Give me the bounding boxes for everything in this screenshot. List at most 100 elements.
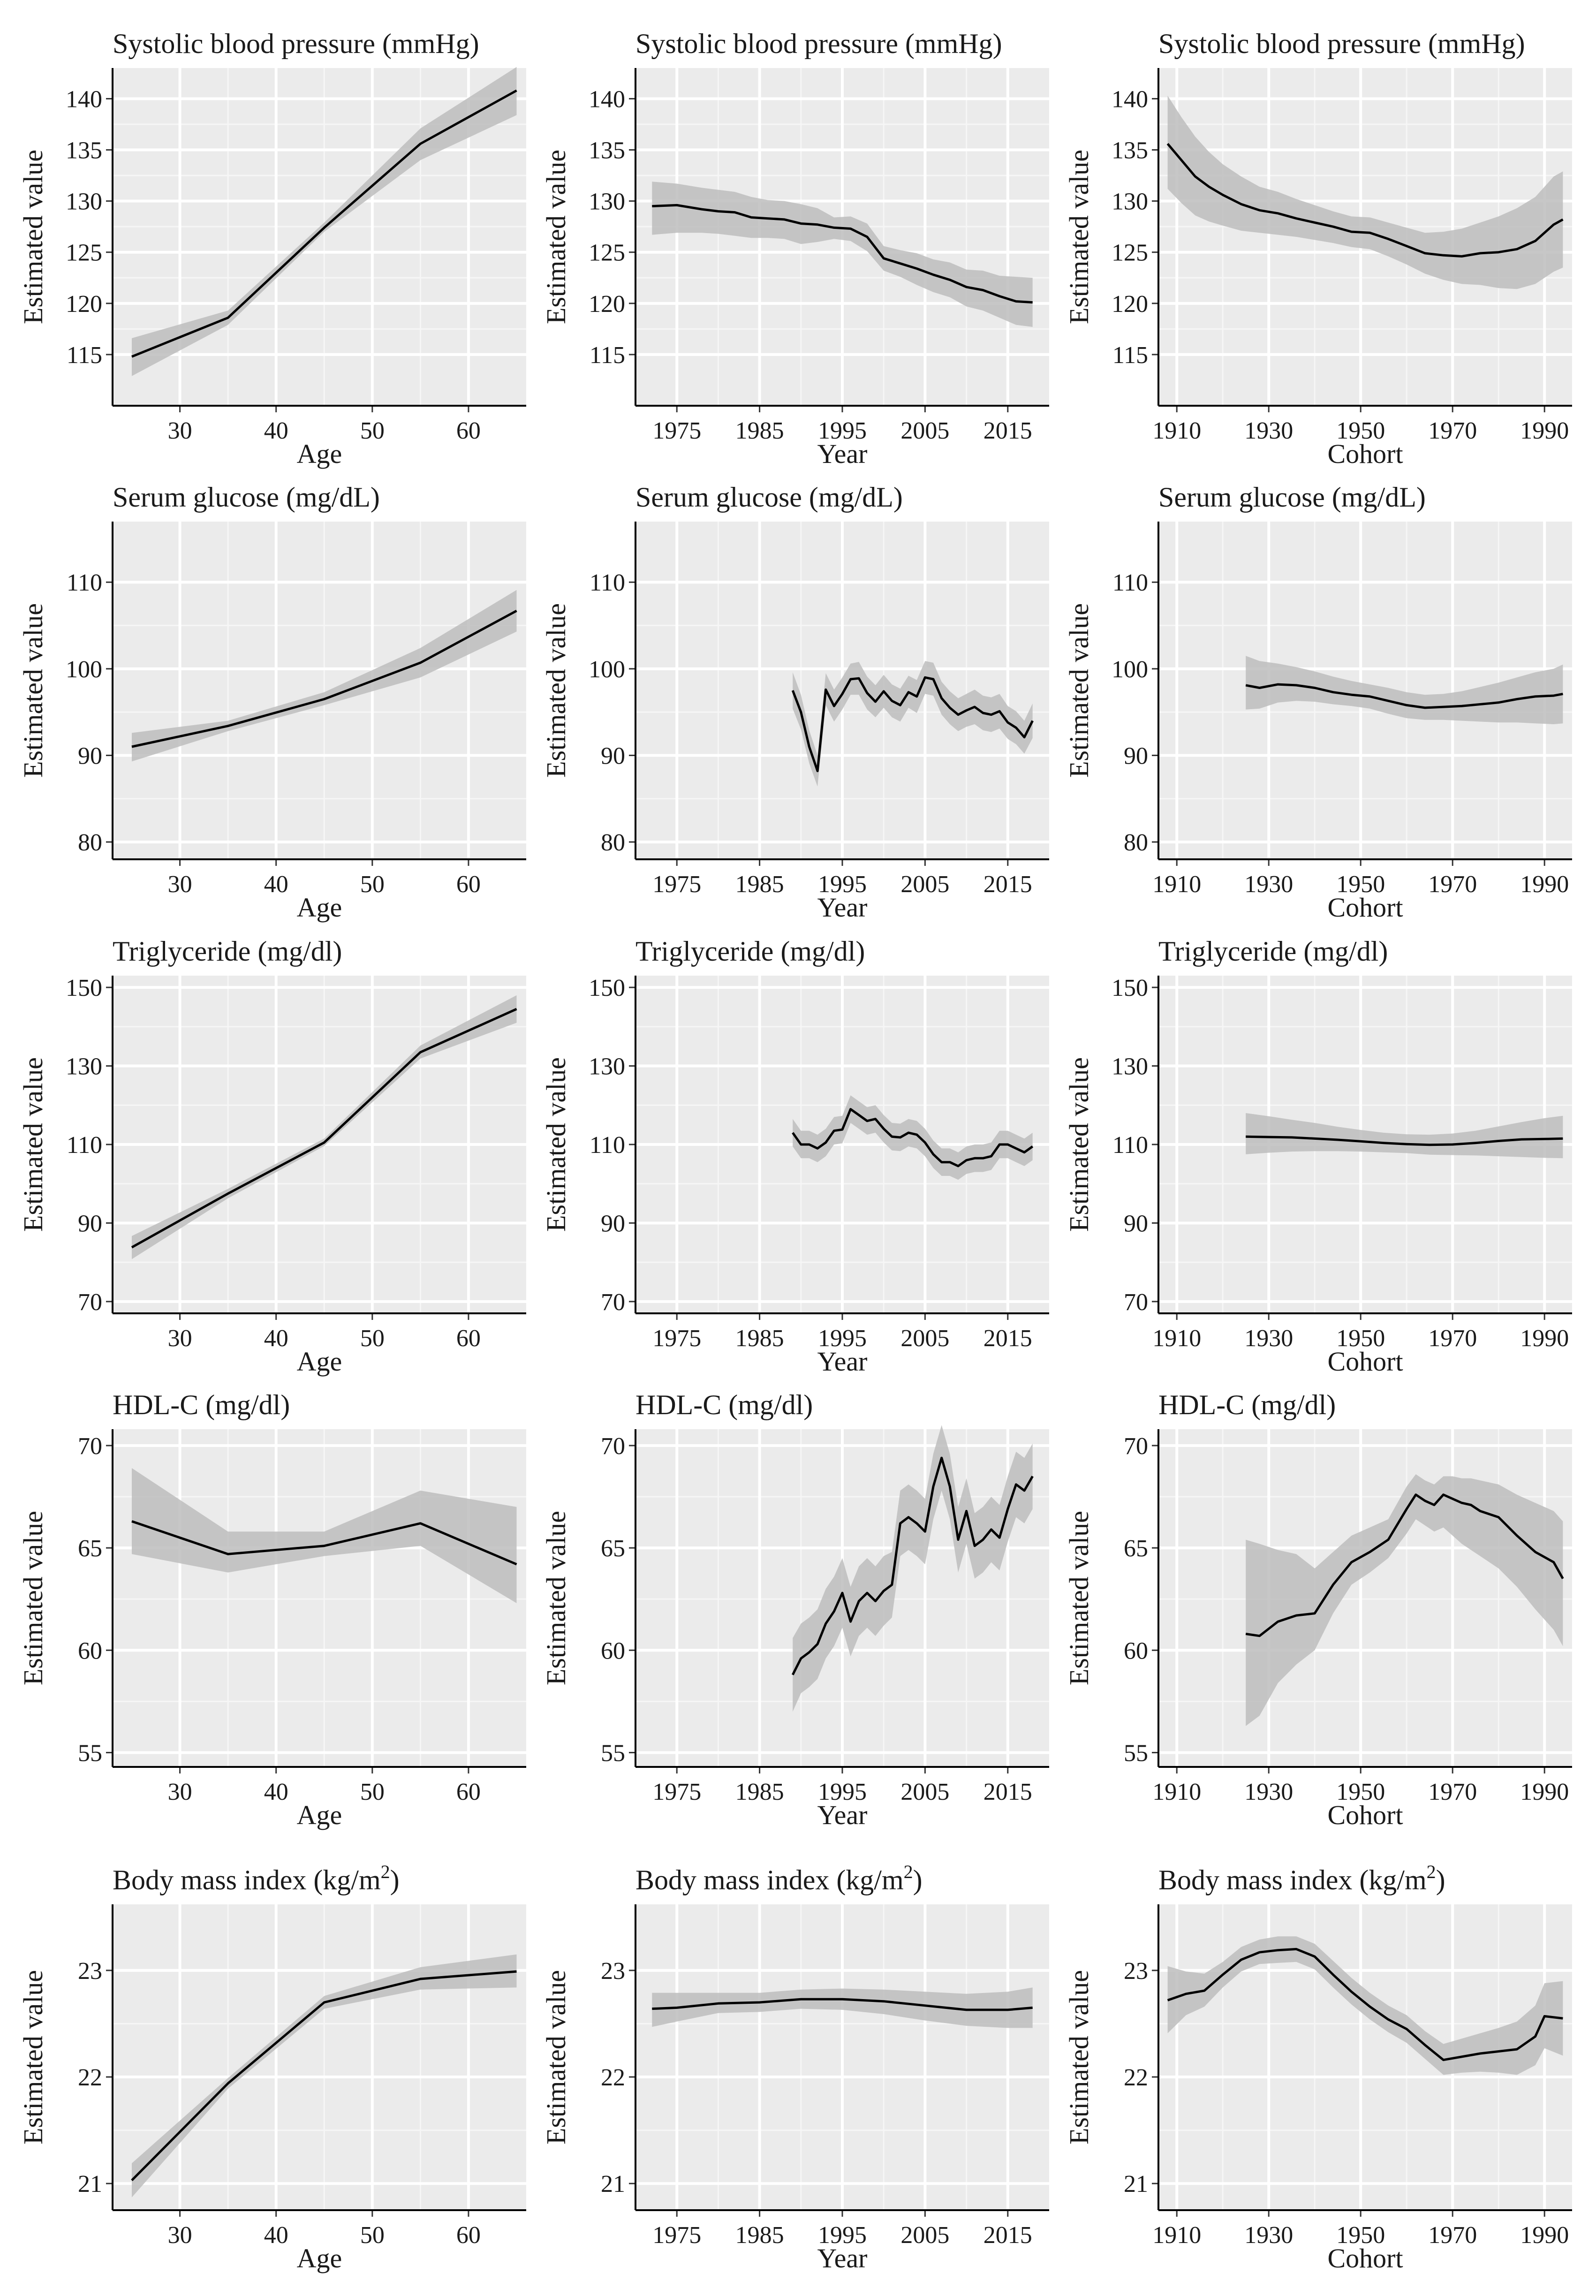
- y-tick-label: 125: [1112, 240, 1148, 266]
- panel-title-superscript: 2: [904, 1861, 913, 1882]
- x-tick-label: 40: [264, 1325, 288, 1352]
- y-tick-label: 80: [601, 829, 625, 856]
- x-tick-label: 1930: [1244, 1325, 1293, 1352]
- x-tick-label: 1995: [818, 1779, 867, 1805]
- x-tick-label: 60: [456, 871, 481, 898]
- x-tick-label: 50: [360, 2222, 385, 2249]
- y-tick-label: 150: [589, 975, 625, 1001]
- y-axis-label: Estimated value: [1064, 603, 1094, 778]
- panel-12: 1910 1930 1950 1970 1990 55 60 65 70 HDL-C (mg/dl…: [1064, 1389, 1572, 1830]
- y-tick-label: 65: [1124, 1535, 1148, 1562]
- x-tick-label: 1985: [735, 417, 784, 444]
- y-tick-label: 65: [78, 1535, 102, 1562]
- x-tick-label: 2005: [900, 2222, 949, 2249]
- y-axis-label: Estimated value: [1064, 1057, 1094, 1232]
- panel-3: 1910 1930 1950 1970 1990 115 120 125 130 135 140 Sy…: [1064, 28, 1572, 469]
- panel-title: Body mass index (kg/m2): [635, 1861, 923, 1895]
- y-tick-label: 150: [66, 975, 102, 1001]
- y-tick-label: 110: [67, 569, 102, 596]
- x-tick-label: 60: [456, 417, 481, 444]
- x-tick-label: 1985: [735, 1325, 784, 1352]
- y-tick-label: 90: [1124, 743, 1148, 769]
- x-axis-label: Cohort: [1327, 439, 1403, 469]
- panel-5: 1975 1985 1995 2005 2015 80 90 100 110 Serum gluc…: [541, 482, 1049, 923]
- x-tick-label: 1990: [1520, 1779, 1569, 1805]
- x-tick-label: 30: [168, 417, 192, 444]
- y-tick-label: 115: [67, 342, 102, 369]
- y-tick-label: 130: [1112, 1053, 1148, 1080]
- panel-4: 30 40 50 60 80 90 100 110 Serum glucose (mg/dL) A…: [18, 482, 526, 923]
- y-tick-label: 55: [78, 1740, 102, 1766]
- y-tick-label: 55: [1124, 1740, 1148, 1766]
- estimate-line: [1245, 1493, 1564, 1637]
- x-tick-label: 60: [456, 1779, 481, 1805]
- x-tick-label: 1985: [735, 2222, 784, 2249]
- x-tick-label: 1950: [1336, 2222, 1385, 2249]
- x-tick-label: 2005: [900, 871, 949, 898]
- y-tick-label: 60: [601, 1637, 625, 1664]
- x-tick-label: 1910: [1152, 1779, 1201, 1805]
- x-tick-label: 40: [264, 871, 288, 898]
- x-axis-label: Age: [297, 439, 342, 469]
- x-tick-label: 50: [360, 871, 385, 898]
- panel-title-end: ): [913, 1864, 923, 1895]
- estimate-line: [791, 676, 1034, 773]
- x-axis-label: Cohort: [1327, 892, 1403, 923]
- x-axis-label: Year: [817, 1346, 868, 1377]
- y-axis-label: Estimated value: [18, 1511, 48, 1685]
- confidence-band: [1167, 95, 1563, 289]
- confidence-band: [132, 590, 517, 762]
- panel-title: HDL-C (mg/dl): [635, 1389, 813, 1420]
- x-tick-label: 1930: [1244, 2222, 1293, 2249]
- panel-background: [113, 1904, 526, 2210]
- panel-6: 1910 1930 1950 1970 1990 80 90 100 110 Serum gluc…: [1064, 482, 1572, 923]
- x-tick-label: 1975: [652, 1325, 701, 1352]
- panel-background: [1158, 1429, 1572, 1767]
- y-tick-label: 60: [1124, 1637, 1148, 1664]
- y-tick-label: 125: [66, 240, 102, 266]
- y-tick-label: 70: [1124, 1433, 1148, 1460]
- estimate-line: [791, 1456, 1034, 1675]
- panel-title-text: Systolic blood pressure (mmHg): [113, 28, 479, 59]
- panel-9: 1910 1930 1950 1970 1990 70 90 110 130 150 Triglyc…: [1064, 936, 1572, 1377]
- x-tick-label: 30: [168, 1779, 192, 1805]
- x-tick-label: 1910: [1152, 871, 1201, 898]
- panel-title-text: Systolic blood pressure (mmHg): [635, 28, 1002, 59]
- confidence-band: [1167, 1936, 1563, 2075]
- panel-title-text: Body mass index (kg/m: [635, 1864, 904, 1895]
- y-tick-label: 70: [601, 1289, 625, 1316]
- panel-background: [113, 522, 526, 859]
- x-tick-label: 1910: [1152, 1325, 1201, 1352]
- panel-title-text: Serum glucose (mg/dL): [113, 482, 380, 513]
- y-tick-label: 130: [66, 1053, 102, 1080]
- x-tick-label: 30: [168, 871, 192, 898]
- panel-title-text: Serum glucose (mg/dL): [635, 482, 903, 513]
- x-axis-label: Age: [297, 1800, 342, 1830]
- panel-title: HDL-C (mg/dl): [1158, 1389, 1336, 1420]
- x-tick-label: 30: [168, 1325, 192, 1352]
- x-axis-label: Age: [297, 2243, 342, 2273]
- x-tick-label: 1975: [652, 1779, 701, 1805]
- estimate-line: [131, 89, 517, 358]
- y-axis-label: Estimated value: [1064, 150, 1094, 324]
- x-tick-label: 1970: [1428, 2222, 1477, 2249]
- x-tick-label: 1910: [1152, 2222, 1201, 2249]
- estimate-line: [131, 609, 517, 748]
- panel-title-text: HDL-C (mg/dl): [1158, 1389, 1336, 1420]
- x-axis-label: Year: [817, 2243, 868, 2273]
- y-tick-label: 22: [78, 2064, 102, 2091]
- x-tick-label: 1950: [1336, 417, 1385, 444]
- panel-1: 30 40 50 60 115 120 125 130 135 140 Systolic blood…: [18, 28, 526, 469]
- panel-7: 30 40 50 60 70 90 110 130 150 Triglyceride (mg/dl…: [18, 936, 526, 1377]
- x-tick-label: 1995: [818, 1325, 867, 1352]
- panel-15: 1910 1930 1950 1970 1990 21 22 23 Body mass inde…: [1064, 1861, 1572, 2273]
- panel-2: 1975 1985 1995 2005 2015 115 120 125 130 135 140 Sy…: [541, 28, 1049, 469]
- confidence-band: [652, 182, 1033, 327]
- y-tick-label: 55: [601, 1740, 625, 1766]
- y-tick-label: 65: [601, 1535, 625, 1562]
- y-tick-label: 135: [589, 137, 625, 164]
- x-axis-label: Year: [817, 892, 868, 923]
- confidence-band: [1246, 1113, 1563, 1159]
- confidence-band: [793, 661, 1033, 787]
